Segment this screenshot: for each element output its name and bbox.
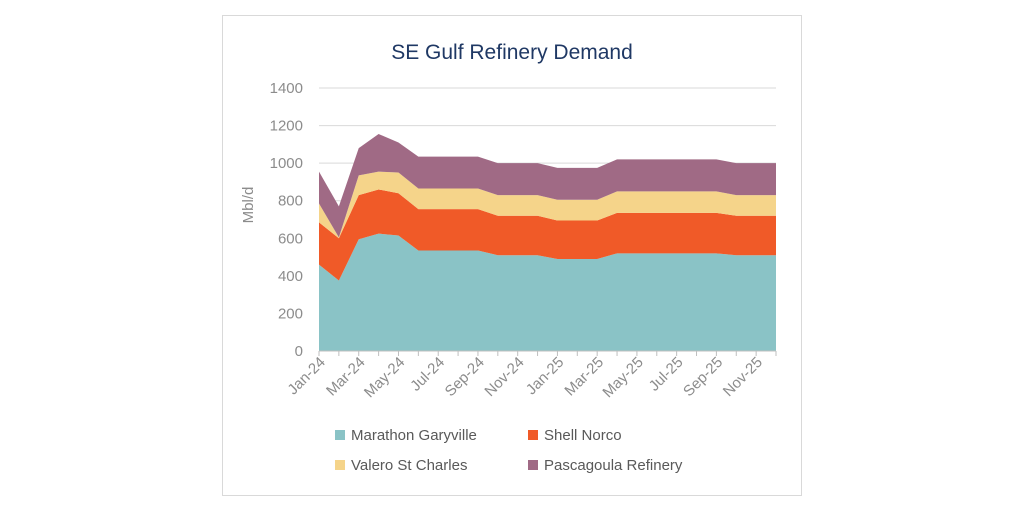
legend-label: Valero St Charles [351,457,467,474]
chart-title: SE Gulf Refinery Demand [391,41,633,64]
area-series-3 [319,134,776,238]
y-tick-label: 600 [278,230,303,247]
y-tick-label: 200 [278,305,303,322]
legend: Marathon Garyville Shell Norco Valero St C… [335,427,683,474]
y-tick-label: 1000 [270,155,303,172]
area-layer [319,134,776,351]
x-tick-label: Jan-24 [284,354,328,398]
y-tick-label: 800 [278,193,303,210]
x-tick-label: Sep-24 [442,354,488,400]
legend-swatch [335,430,345,440]
x-tick-label: Jan-25 [523,354,567,398]
legend-label: Pascagoula Refinery [544,457,683,474]
chart-frame: SE Gulf Refinery Demand 0 200 400 600 800 100… [222,15,802,496]
x-tick-label: May-24 [361,354,408,401]
y-axis-label: Mbl/d [240,187,257,224]
chart-svg: SE Gulf Refinery Demand 0 200 400 600 800 100… [240,41,777,474]
area-series-0 [319,233,776,351]
legend-swatch [335,460,345,470]
x-tick-label: Sep-25 [680,354,726,400]
x-tick-label: Mar-24 [323,354,369,400]
legend-label: Shell Norco [544,427,622,444]
y-tick-label: 0 [295,343,303,360]
area-series-1 [319,189,776,281]
y-tick-label: 400 [278,268,303,285]
legend-swatch [528,460,538,470]
x-tick-label: May-25 [599,354,646,401]
x-tick-label: Nov-24 [481,354,527,400]
legend-label: Marathon Garyville [351,427,477,444]
y-tick-label: 1400 [270,80,303,97]
x-tick-label: Nov-25 [720,354,766,400]
y-tick-label: 1200 [270,118,303,135]
area-series-2 [319,171,776,239]
legend-swatch [528,430,538,440]
x-tick-label: Mar-25 [561,354,607,400]
